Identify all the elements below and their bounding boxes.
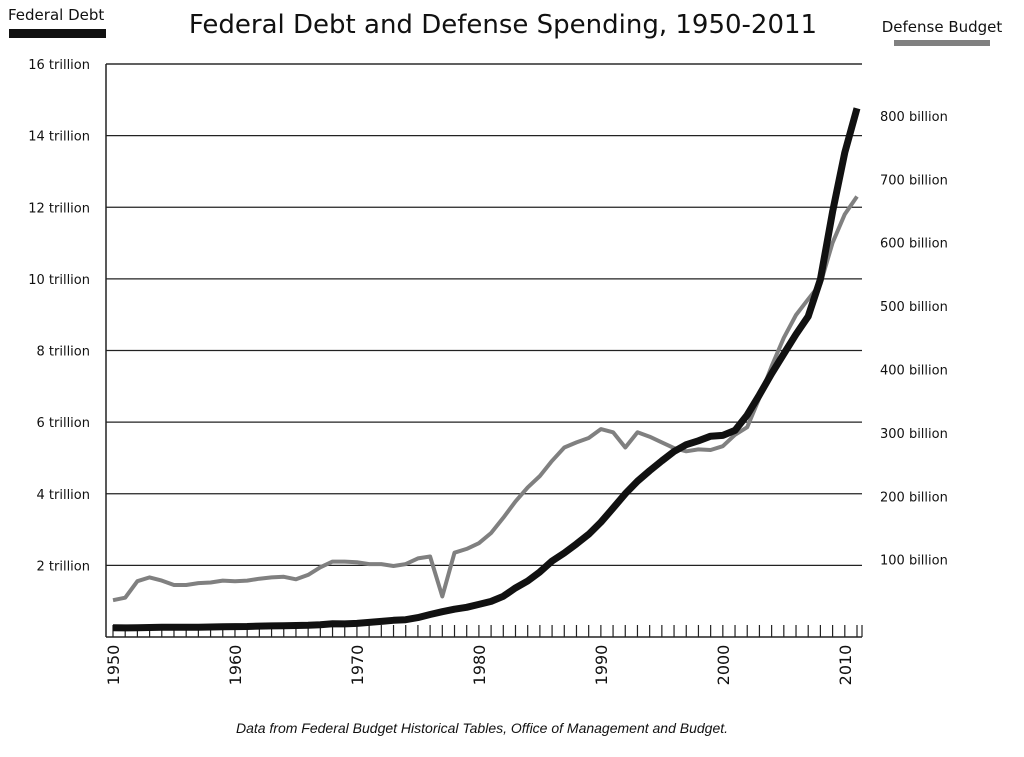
- left-axis: 2 trillion 4 trillion 6 trillion 8 trillion…: [28, 58, 90, 574]
- series-line-defense-budget: [112, 195, 859, 603]
- left-tick-label: 10 trillion: [28, 273, 90, 288]
- x-tick-label: 2000: [714, 645, 733, 686]
- left-tick-label: 4 trillion: [37, 488, 91, 503]
- left-tick-label: 8 trillion: [37, 345, 91, 360]
- right-tick-label: 700 billion: [880, 173, 948, 188]
- chart-title: Federal Debt and Defense Spending, 1950-…: [189, 10, 817, 40]
- x-tick-label: 1950: [104, 645, 123, 686]
- legend-federal-debt-swatch: [9, 29, 106, 38]
- x-tick-label: 2010: [836, 645, 855, 686]
- left-tick-label: 2 trillion: [37, 559, 91, 574]
- right-tick-label: 200 billion: [880, 490, 948, 505]
- left-tick-label: 14 trillion: [28, 130, 90, 145]
- x-axis: 1950 1960 1970 1980 1990 2000 2010: [104, 625, 863, 686]
- series-lines: [112, 107, 861, 632]
- x-tick-label: 1960: [226, 645, 245, 686]
- legend-defense-budget-swatch: [894, 40, 990, 46]
- left-tick-label: 6 trillion: [37, 416, 91, 431]
- left-tick-label: 16 trillion: [28, 58, 90, 73]
- right-axis: 100 billion 200 billion 300 billion 400 bil…: [880, 110, 948, 569]
- right-tick-label: 800 billion: [880, 110, 948, 125]
- x-tick-label: 1970: [348, 645, 367, 686]
- right-tick-label: 400 billion: [880, 364, 948, 379]
- gridlines: [105, 63, 862, 638]
- right-tick-label: 300 billion: [880, 427, 948, 442]
- right-tick-label: 100 billion: [880, 554, 948, 569]
- source-note: Data from Federal Budget Historical Tabl…: [236, 720, 728, 736]
- right-tick-label: 600 billion: [880, 237, 948, 252]
- right-tick-label: 500 billion: [880, 300, 948, 315]
- legend-defense-budget-label: Defense Budget: [882, 18, 1003, 36]
- x-tick-label: 1990: [592, 645, 611, 686]
- x-tick-label: 1980: [470, 645, 489, 686]
- legend-federal-debt-label: Federal Debt: [8, 6, 104, 24]
- series-line-federal-debt: [112, 107, 861, 632]
- left-tick-label: 12 trillion: [28, 201, 90, 216]
